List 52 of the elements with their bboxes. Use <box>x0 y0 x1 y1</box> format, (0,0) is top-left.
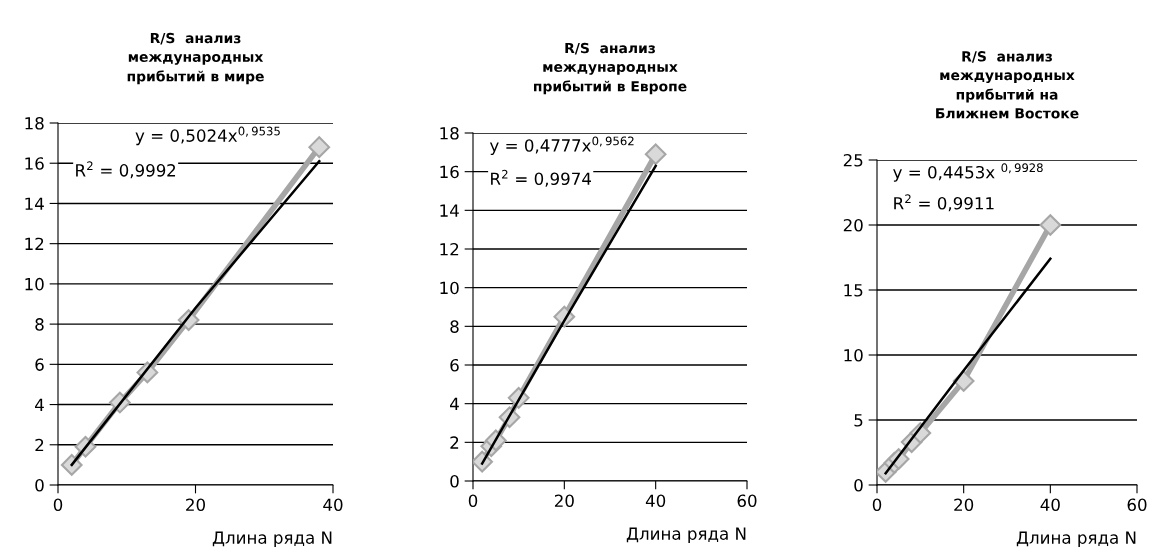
annotation: R$^{2}$ = 0,9911 <box>894 194 994 212</box>
y-tick-label: 4 <box>450 397 459 410</box>
annotation: R$^{2}$ = 0,9992 <box>76 161 176 179</box>
chart-title: R/S анализ международных прибытий в Европе <box>534 42 687 95</box>
x-tick-label: 20 <box>954 498 974 512</box>
y-tick-label: 16 <box>440 165 459 179</box>
y-tick-label: 25 <box>843 153 863 167</box>
y-tick-label: 0 <box>854 478 863 492</box>
x-axis-title: Длина ряда N <box>1016 531 1136 548</box>
y-tick-label: 18 <box>25 116 44 130</box>
x-tick-label: 20 <box>186 498 205 512</box>
x-axis-title: Длина ряда N <box>626 527 746 544</box>
x-axis-title: Длина ряда N <box>212 531 332 548</box>
annotation: y = 0,4453x $^{0,9928}$ <box>893 163 1043 182</box>
y-tick-label: 10 <box>25 277 44 291</box>
y-tick-label: 8 <box>35 318 44 331</box>
y-tick-label: 18 <box>440 126 459 140</box>
x-tick-label: 0 <box>872 498 882 512</box>
x-tick-label: 0 <box>468 494 478 508</box>
y-tick-label: 2 <box>35 438 44 452</box>
point <box>308 136 331 158</box>
y-tick-label: 0 <box>450 474 459 488</box>
y-tick-label: 4 <box>35 398 44 411</box>
point <box>1039 214 1062 236</box>
y-tick-label: 2 <box>450 436 459 449</box>
y-tick-label: 16 <box>25 157 44 170</box>
y-tick-label: 5 <box>854 414 863 427</box>
x-tick-label: 60 <box>737 494 757 508</box>
y-tick-label: 10 <box>844 348 863 362</box>
chart-title: R/S анализ международных прибытий на Ближнем Востоке <box>936 51 1079 119</box>
y-tick-label: 6 <box>450 358 459 372</box>
x-tick-label: 0 <box>53 498 63 512</box>
x-tick-label: 40 <box>1040 498 1060 512</box>
annotation: y = 0,4777x$^{0,9562}$ <box>489 136 634 155</box>
chart-title: R/S анализ международных прибытий в мире <box>127 32 264 85</box>
x-tick-label: 40 <box>323 498 343 512</box>
y-tick-label: 6 <box>35 358 44 371</box>
x-tick-label: 40 <box>645 494 666 508</box>
y-tick-label: 14 <box>440 204 459 217</box>
x-tick-label: 20 <box>554 494 574 508</box>
annotation: y = 0,5024x$^{0,9535}$ <box>135 126 280 146</box>
annotation: R$^{2}$ = 0,9974 <box>491 169 591 187</box>
y-tick-label: 12 <box>25 237 44 250</box>
y-tick-label: 10 <box>440 281 459 295</box>
x-tick-label: 60 <box>1127 498 1147 512</box>
point <box>644 143 667 166</box>
y-tick-label: 14 <box>25 197 44 210</box>
y-tick-label: 8 <box>450 320 459 333</box>
y-tick-label: 12 <box>440 242 459 256</box>
y-tick-label: 20 <box>843 218 863 232</box>
y-tick-label: 0 <box>35 478 44 492</box>
y-tick-label: 15 <box>844 284 863 297</box>
